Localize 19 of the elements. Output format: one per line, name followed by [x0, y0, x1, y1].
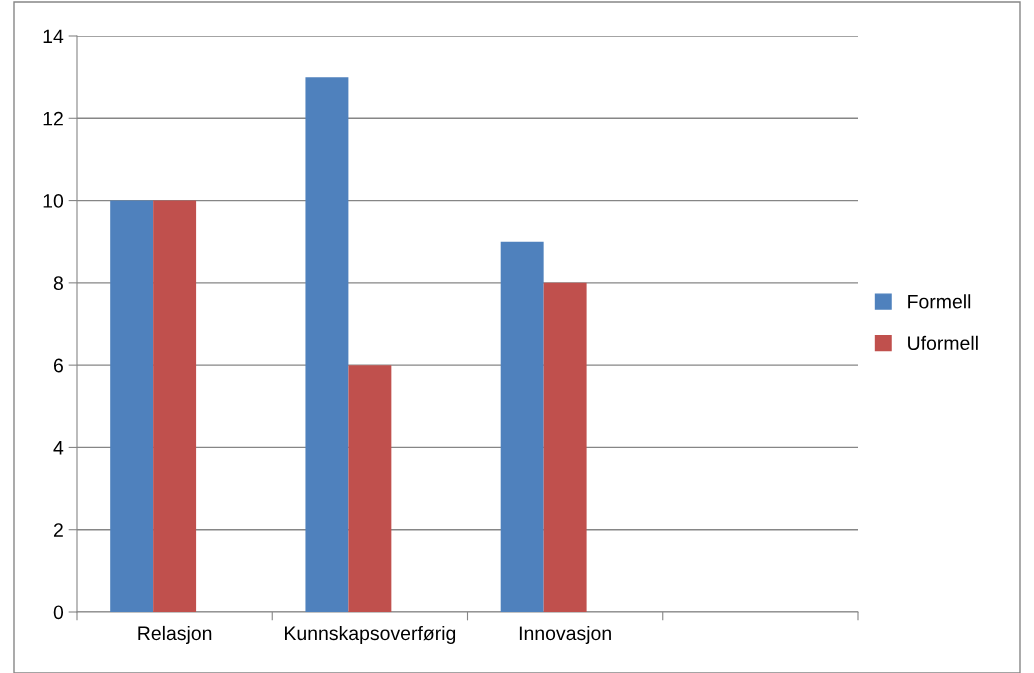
y-tick-label: 10 [43, 194, 64, 208]
y-tick-label: 0 [53, 605, 64, 620]
bar [543, 282, 587, 612]
y-tick-label: 8 [53, 276, 63, 291]
y-tick-label: 14 [43, 29, 64, 44]
legend-label: Uformell [908, 335, 978, 351]
x-tick-label: Innovasjon [519, 625, 611, 645]
legend-label: Formell [908, 294, 971, 309]
y-tick-label: 6 [53, 358, 63, 373]
y-tick-label: 4 [53, 441, 64, 455]
y-tick-label: 12 [43, 111, 63, 126]
bar [348, 365, 392, 612]
bar [500, 241, 544, 612]
y-tick-label: 2 [53, 523, 63, 537]
bar [153, 200, 197, 612]
bar [305, 77, 349, 612]
x-tick-label: Kunnskapsoverførig [285, 625, 456, 645]
x-tick-label: Relasjon [138, 625, 212, 645]
bar [110, 200, 154, 612]
